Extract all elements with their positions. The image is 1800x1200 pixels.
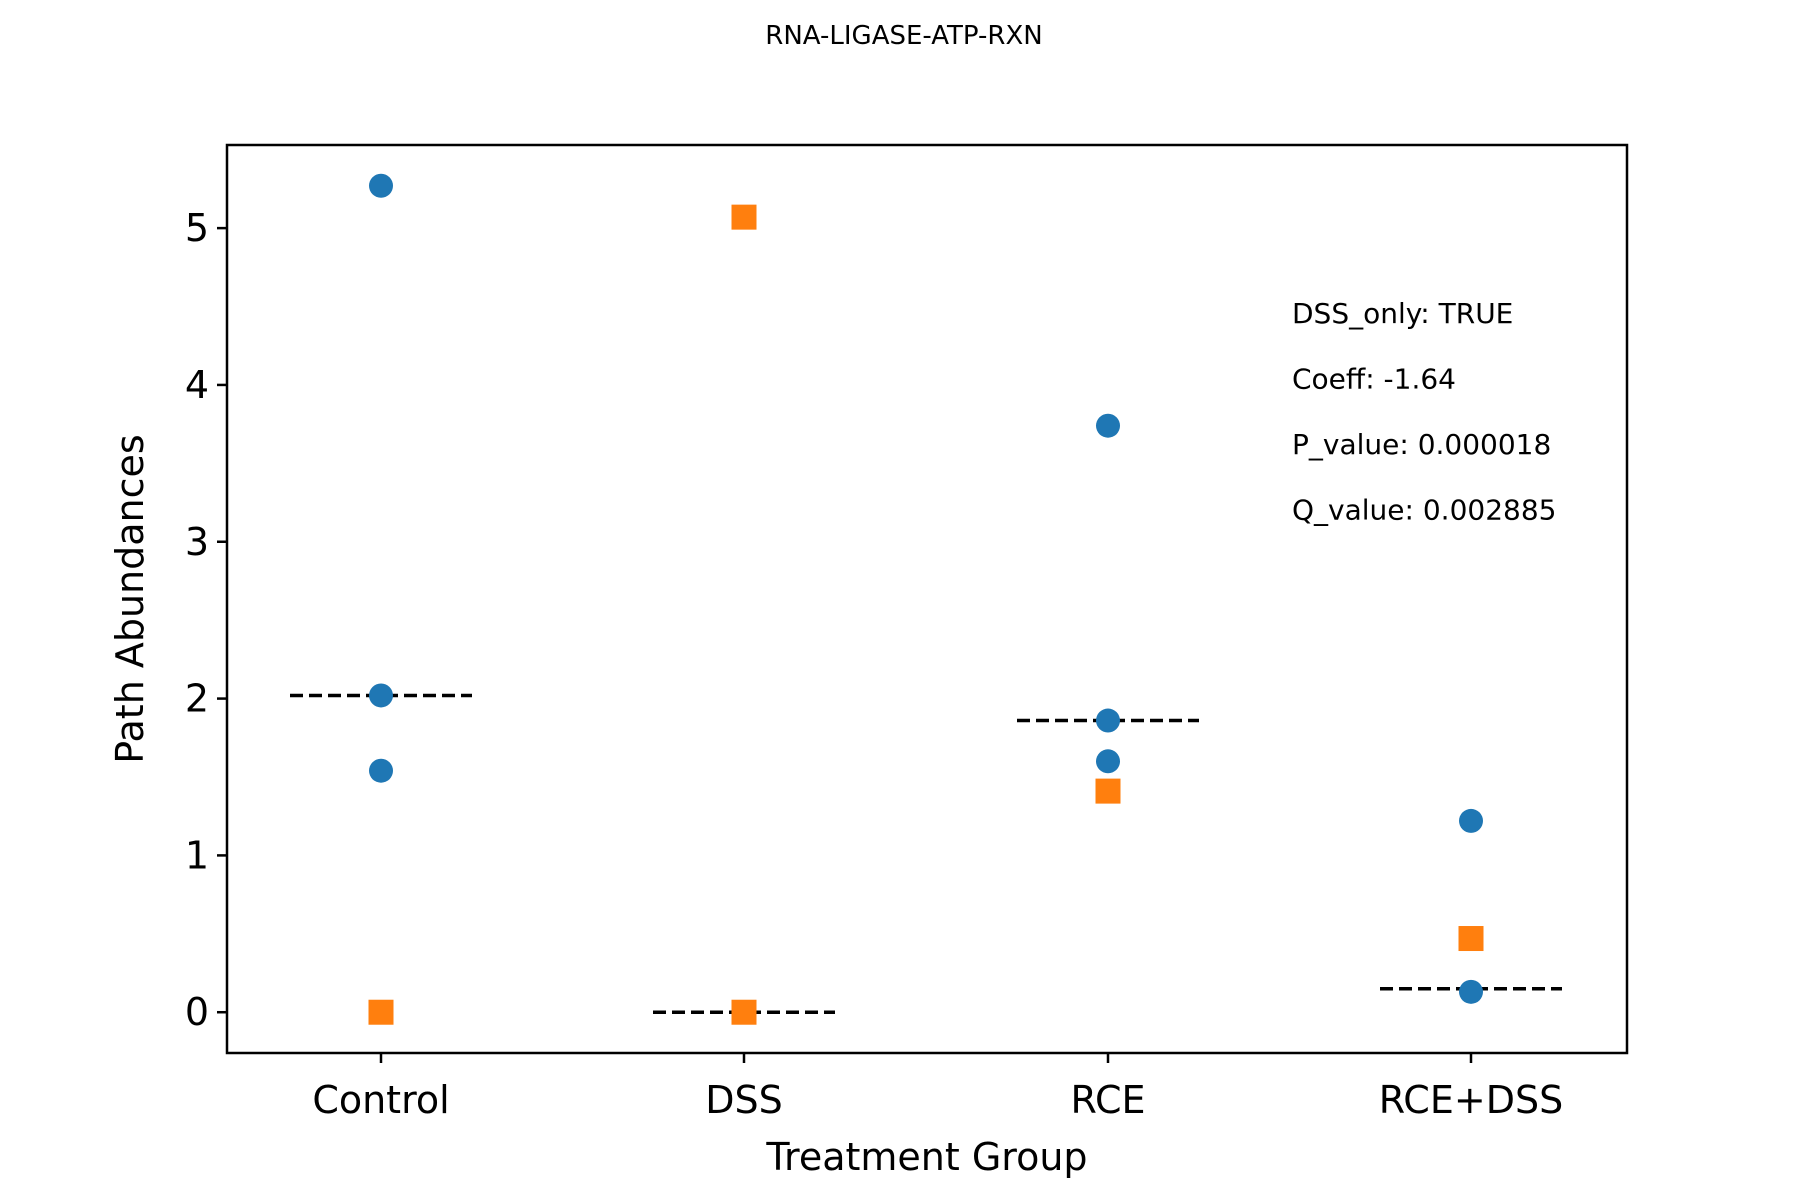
data-point-square bbox=[731, 999, 757, 1025]
stats-annotation: Coeff: -1.64 bbox=[1292, 363, 1456, 396]
data-point-square bbox=[1458, 926, 1484, 952]
y-axis: 0 1 2 3 4 5 bbox=[185, 206, 227, 1034]
data-point-circle bbox=[1459, 808, 1483, 833]
x-axis: Control DSS RCE RCE+DSS bbox=[312, 1053, 1563, 1122]
x-tick-label: DSS bbox=[705, 1078, 783, 1122]
y-tick-label: 0 bbox=[185, 990, 209, 1034]
x-axis-label: Treatment Group bbox=[765, 1135, 1087, 1179]
y-tick-label: 2 bbox=[185, 677, 209, 721]
y-tick-label: 3 bbox=[185, 520, 209, 564]
y-axis-label: Path Abundances bbox=[108, 434, 152, 763]
stats-annotations: DSS_only: TRUE Coeff: -1.64 P_value: 0.000… bbox=[1292, 297, 1556, 527]
y-tick-label: 1 bbox=[185, 833, 209, 877]
stats-annotation: P_value: 0.000018 bbox=[1292, 428, 1551, 461]
median-lines bbox=[290, 693, 1562, 1014]
stats-annotation: Q_value: 0.002885 bbox=[1292, 494, 1556, 527]
chart-title: RNA-LIGASE-ATP-RXN bbox=[765, 21, 1042, 51]
data-point-circle bbox=[1459, 979, 1483, 1004]
data-point-circle bbox=[369, 758, 393, 783]
data-point-square bbox=[368, 999, 394, 1025]
y-tick-label: 5 bbox=[185, 206, 209, 250]
stats-annotation: DSS_only: TRUE bbox=[1292, 297, 1513, 330]
plot-frame bbox=[225, 143, 1629, 1055]
data-point-circle bbox=[1096, 413, 1120, 438]
x-tick-label: RCE+DSS bbox=[1379, 1078, 1563, 1122]
data-point-circle bbox=[369, 173, 393, 198]
data-point-square bbox=[1095, 778, 1121, 804]
y-tick-label: 4 bbox=[185, 363, 209, 407]
data-point-circle bbox=[1096, 749, 1120, 774]
data-point-square bbox=[731, 204, 757, 230]
x-tick-label: Control bbox=[312, 1078, 449, 1122]
data-point-circle bbox=[369, 683, 393, 708]
x-tick-label: RCE bbox=[1070, 1078, 1145, 1122]
data-points bbox=[368, 173, 1484, 1025]
data-point-circle bbox=[1096, 708, 1120, 733]
